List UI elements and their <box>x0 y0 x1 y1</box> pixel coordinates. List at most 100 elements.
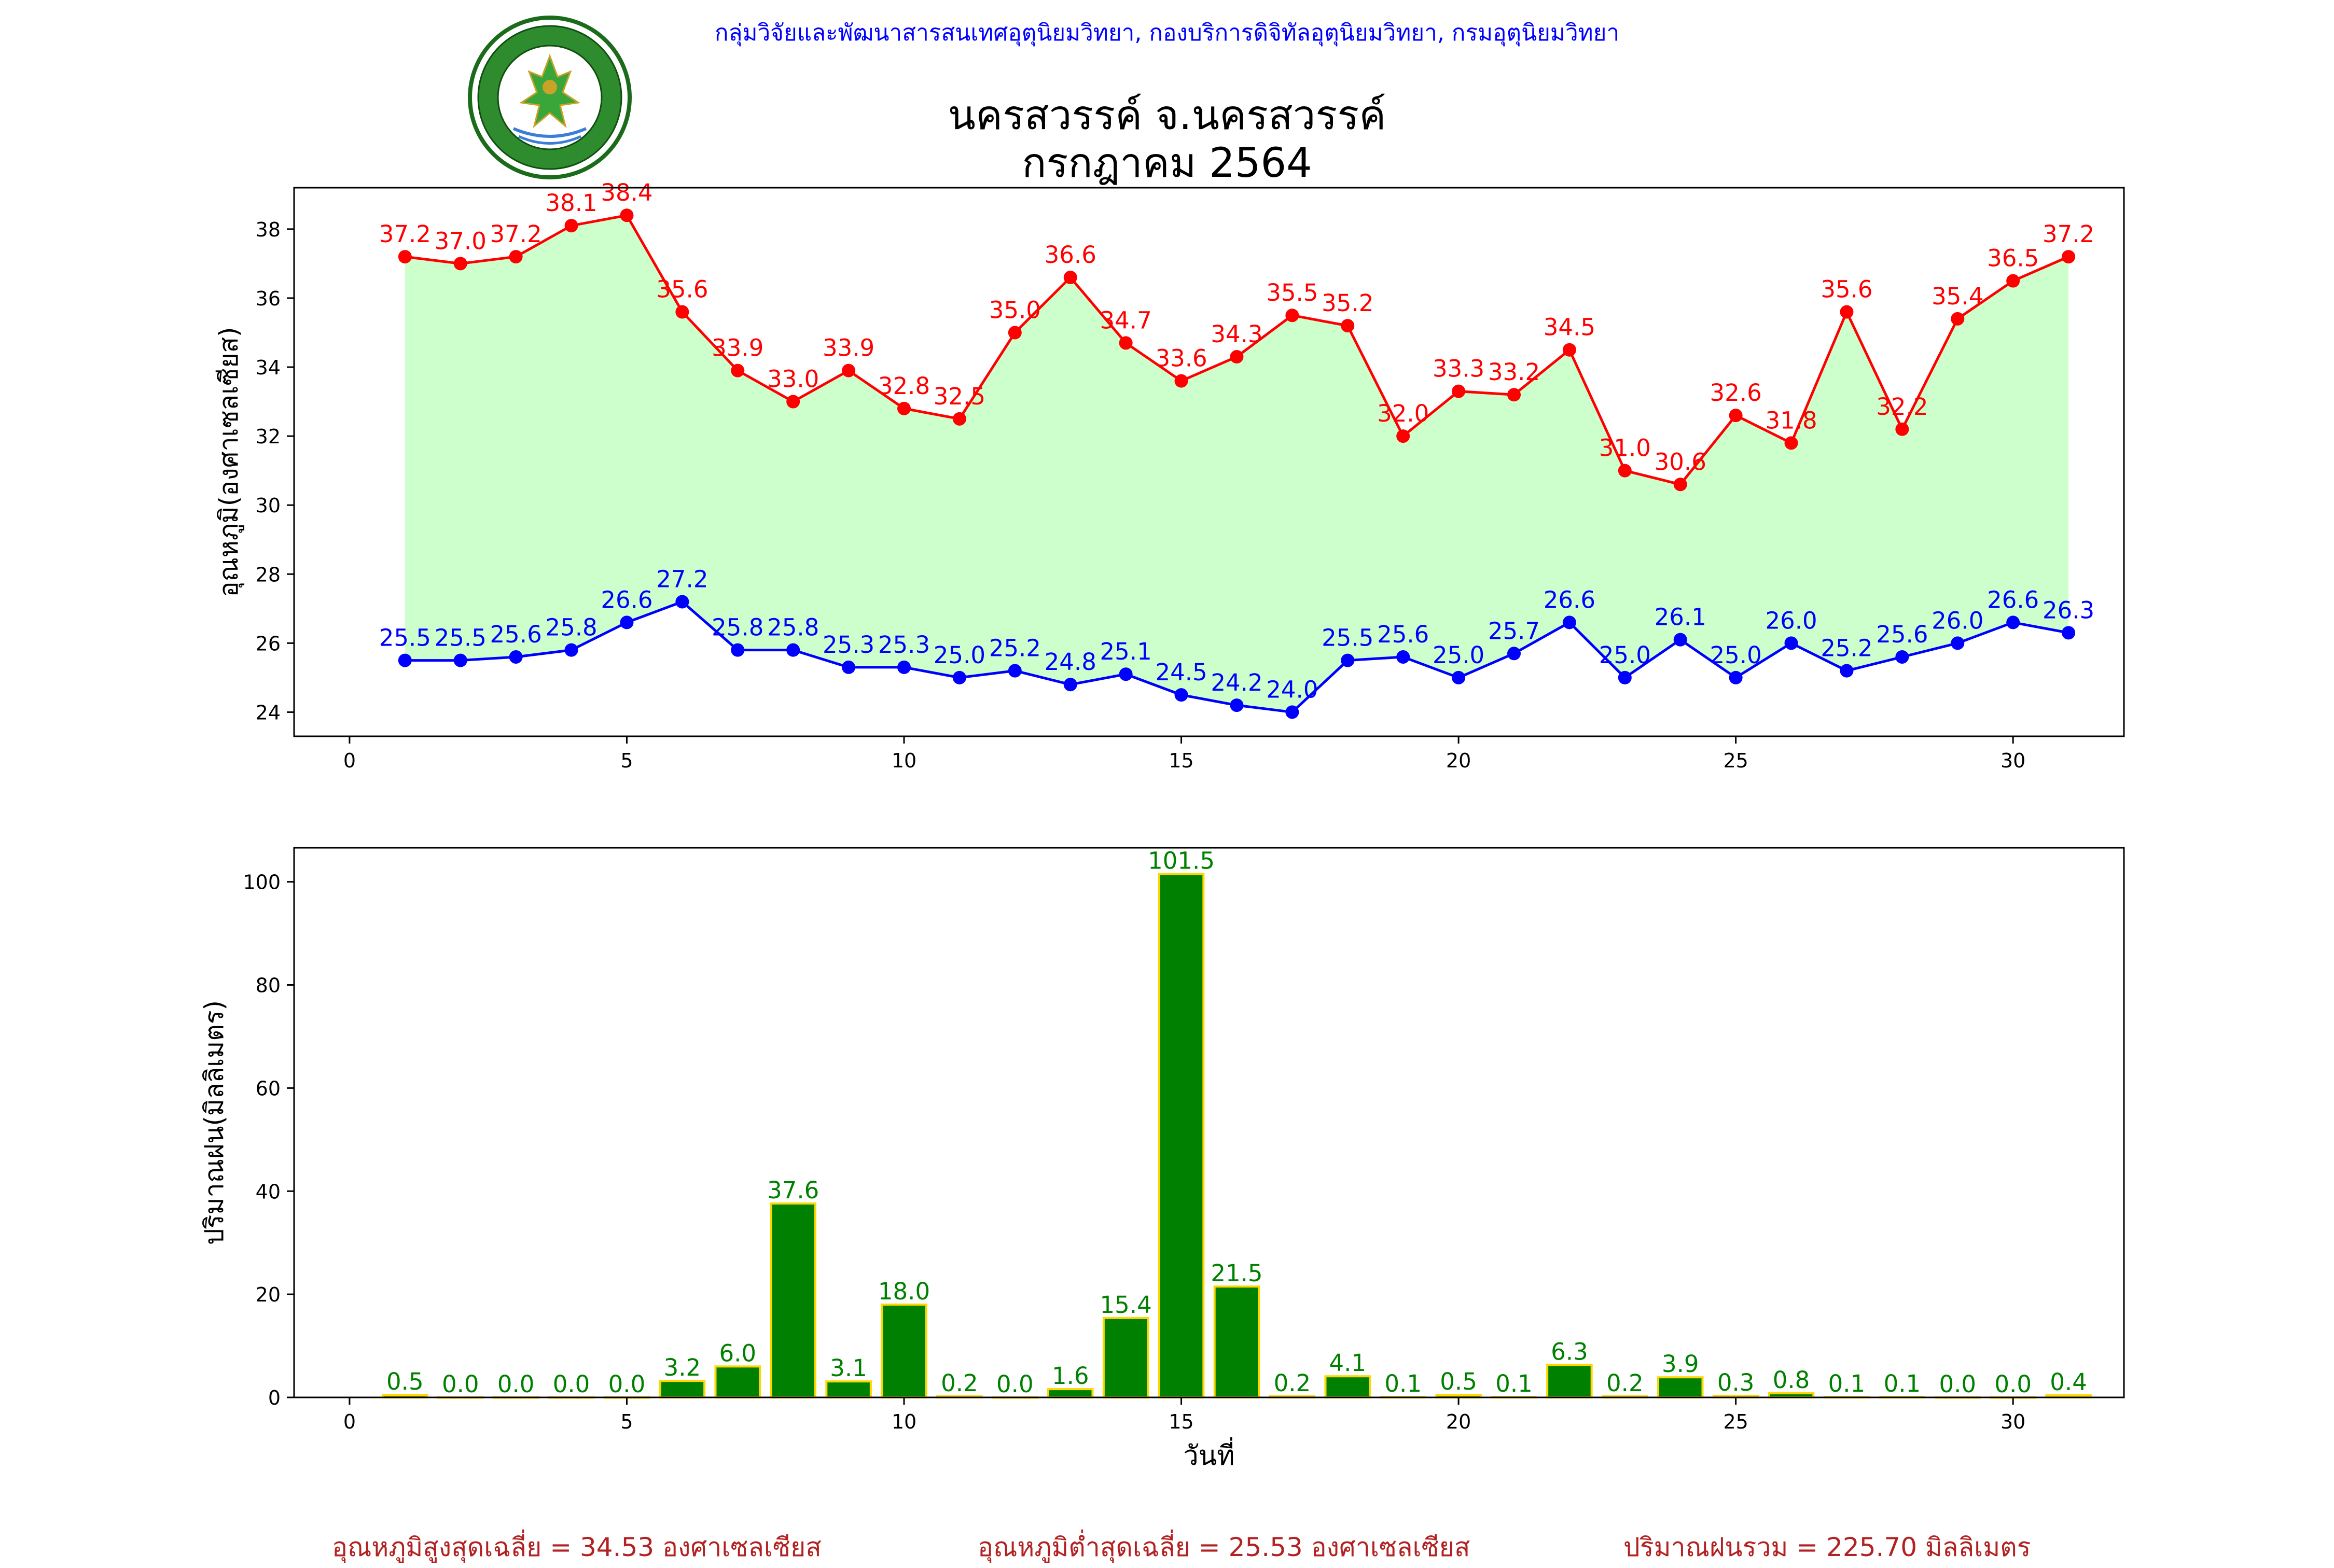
min-temperature-label: 24.2 <box>1211 669 1262 696</box>
rainfall-bar-label: 4.1 <box>1329 1349 1366 1377</box>
max-temperature-point <box>2062 250 2076 264</box>
min-temperature-label: 24.5 <box>1155 659 1207 686</box>
min-temperature-point <box>1174 688 1188 702</box>
max-temperature-point <box>1285 309 1299 323</box>
max-temperature-point <box>1673 478 1687 492</box>
min-temperature-point <box>842 660 856 674</box>
min-temperature-label: 25.0 <box>1710 641 1762 669</box>
max-temperature-label: 36.5 <box>1987 245 2039 272</box>
max-temperature-label: 36.6 <box>1045 241 1096 269</box>
min-temperature-label: 25.2 <box>989 635 1041 662</box>
rainfall-bar-label: 0.1 <box>1495 1370 1533 1397</box>
min-temperature-point <box>2006 615 2020 629</box>
max-temperature-point <box>1507 388 1521 402</box>
max-temperature-label: 32.8 <box>878 372 930 400</box>
max-temperature-point <box>1396 429 1410 443</box>
rainfall-bar <box>881 1304 927 1399</box>
max-temperature-label: 35.6 <box>656 276 708 303</box>
x-tick-label: 20 <box>1446 1410 1471 1433</box>
min-temperature-label: 25.6 <box>1876 621 1928 648</box>
max-temperature-point <box>1618 464 1632 478</box>
rainfall-bar-label: 0.0 <box>996 1370 1034 1398</box>
max-temperature-point <box>952 412 966 426</box>
min-temperature-label: 25.2 <box>1821 635 1872 662</box>
max-temperature-label: 32.6 <box>1710 379 1762 407</box>
day-axis-label: วันที่ <box>1183 1437 1234 1472</box>
total-rainfall: ปริมาณฝนรวม = 225.70 มิลลิเมตร <box>1623 1532 2031 1562</box>
max-temperature-label: 32.0 <box>1377 400 1429 427</box>
rainfall-bar-label: 0.0 <box>608 1370 646 1398</box>
rainfall-bar-label: 3.1 <box>830 1354 867 1382</box>
min-temperature-label: 26.0 <box>1765 607 1817 634</box>
max-temperature-label: 32.2 <box>1876 393 1928 421</box>
rainfall-bar <box>1047 1388 1094 1399</box>
y-tick-label: 36 <box>256 287 281 310</box>
rainfall-bar-label: 0.8 <box>1773 1366 1810 1394</box>
y-tick-label: 28 <box>256 563 281 586</box>
min-temperature-label: 27.2 <box>656 565 708 593</box>
x-tick-label: 30 <box>2000 749 2025 772</box>
min-temperature-point <box>1452 670 1466 684</box>
max-temperature-point <box>1063 271 1077 285</box>
chart-title-station: นครสวรรค์ จ.นครสวรรค์ <box>948 92 1386 139</box>
max-temperature-point <box>564 219 578 233</box>
min-temperature-label: 26.0 <box>1932 607 1983 634</box>
min-temperature-label: 25.0 <box>1599 641 1651 669</box>
rainfall-bar-label: 0.0 <box>442 1370 479 1398</box>
max-temperature-label: 34.7 <box>1100 306 1152 334</box>
min-temperature-point <box>786 643 800 657</box>
min-temperature-point <box>620 615 634 629</box>
min-temperature-point <box>952 670 966 684</box>
min-temperature-label: 25.5 <box>435 624 487 652</box>
min-temperature-label: 25.8 <box>545 614 597 641</box>
min-temperature-label: 25.6 <box>1377 621 1429 648</box>
rainfall-bar-label: 0.0 <box>1939 1370 1976 1398</box>
max-temperature-point <box>1840 305 1854 319</box>
rainfall-bar <box>770 1202 816 1398</box>
min-temperature-label: 25.0 <box>934 641 985 669</box>
y-tick-label: 100 <box>243 871 281 894</box>
min-temperature-label: 25.8 <box>767 614 819 641</box>
min-temperature-point <box>1729 670 1743 684</box>
min-temperature-label: 24.0 <box>1266 676 1318 703</box>
chart-title-month: กรกฎาคม 2564 <box>1022 140 1312 187</box>
rainfall-bar-label: 0.1 <box>1828 1370 1866 1397</box>
min-temperature-point <box>1673 633 1687 647</box>
rainfall-bar-label: 0.2 <box>941 1369 978 1397</box>
rainfall-bar-label: 101.5 <box>1148 847 1215 875</box>
max-temperature-label: 33.9 <box>823 334 874 362</box>
max-temperature-point <box>1341 319 1355 333</box>
max-temperature-point <box>1008 326 1022 340</box>
meteorological-department-logo <box>468 16 632 179</box>
x-tick-label: 0 <box>343 749 356 772</box>
max-temperature-label: 34.5 <box>1544 314 1595 341</box>
y-tick-label: 0 <box>268 1387 281 1409</box>
min-temperature-point <box>897 660 911 674</box>
max-temperature-label: 37.2 <box>2043 220 2094 248</box>
max-temperature-label: 35.2 <box>1322 289 1373 317</box>
max-temperature-label: 33.3 <box>1433 355 1484 383</box>
x-tick-label: 5 <box>620 1410 633 1433</box>
min-temperature-point <box>398 653 412 667</box>
max-temperature-point <box>1895 422 1909 436</box>
rainfall-bar-label: 0.1 <box>1384 1370 1422 1397</box>
rainfall-bar-label: 21.5 <box>1211 1259 1262 1287</box>
max-temperature-label: 35.6 <box>1821 276 1872 303</box>
min-temperature-label: 25.3 <box>878 631 930 659</box>
min-temperature-label: 25.1 <box>1100 638 1152 665</box>
max-temperature-label: 37.2 <box>379 220 431 248</box>
min-temperature-label: 25.5 <box>1322 624 1373 652</box>
max-temperature-point <box>453 257 467 271</box>
min-temperature-point <box>2062 626 2076 640</box>
min-temperature-point <box>1285 705 1299 719</box>
min-temperature-point <box>1562 615 1576 629</box>
min-temperature-point <box>1618 670 1632 684</box>
min-temperature-label: 25.7 <box>1488 617 1540 645</box>
x-tick-label: 25 <box>1723 749 1748 772</box>
y-tick-label: 20 <box>256 1283 281 1306</box>
min-temperature-point <box>564 643 578 657</box>
max-temperature-label: 35.0 <box>989 296 1041 324</box>
y-tick-label: 40 <box>256 1180 281 1203</box>
